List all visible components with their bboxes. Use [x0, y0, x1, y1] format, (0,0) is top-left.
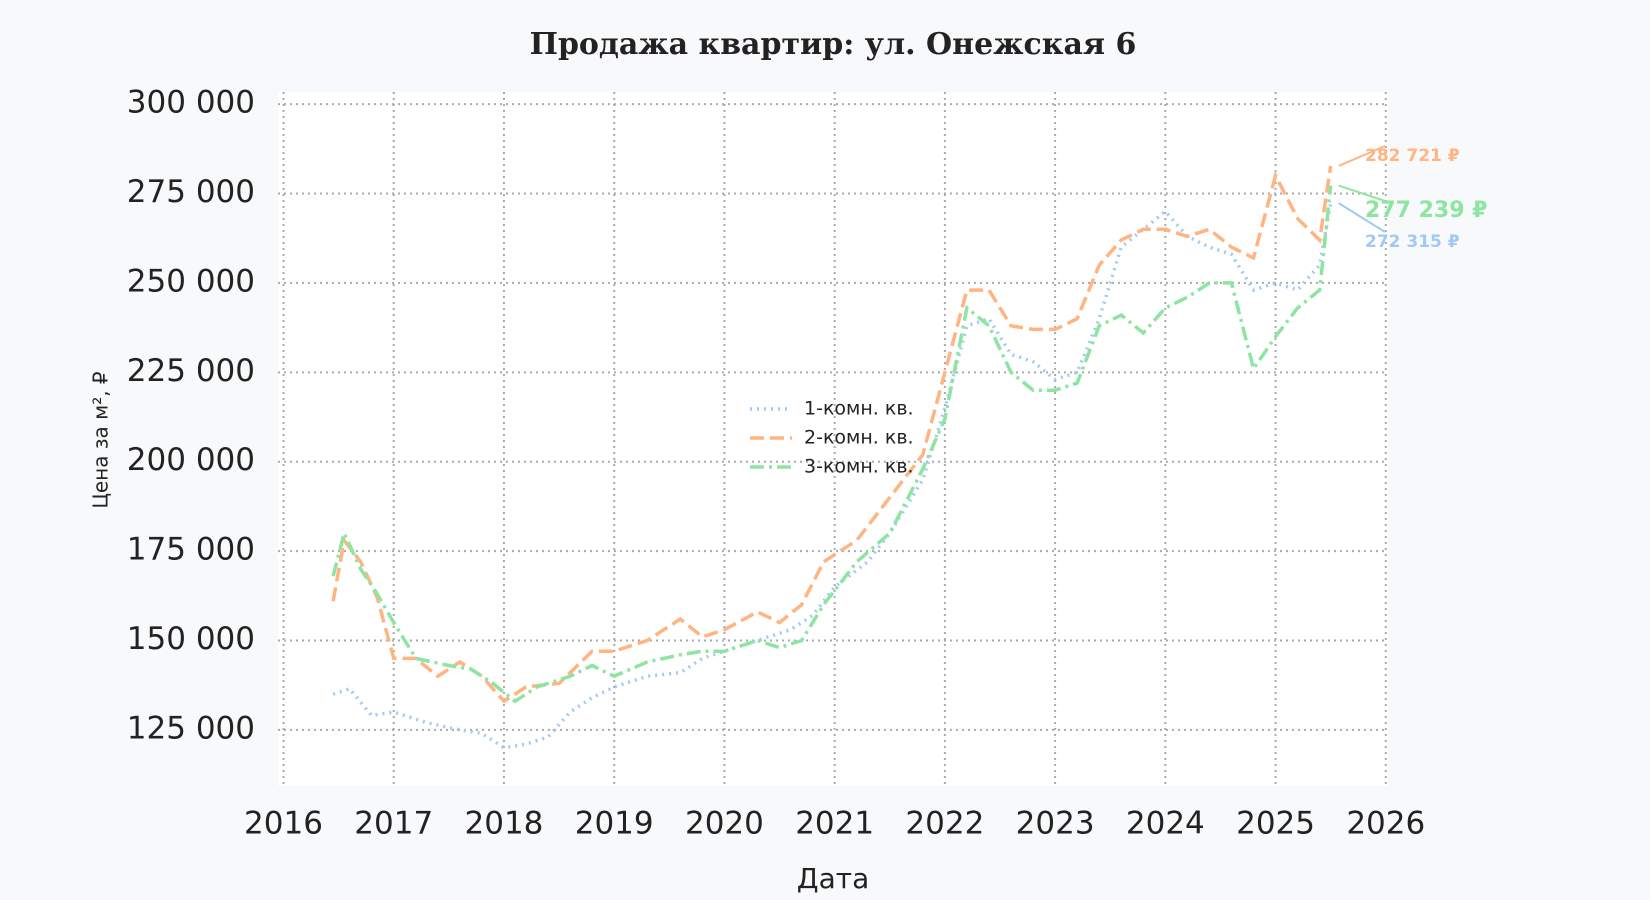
y-tick-label: 175 000: [127, 532, 255, 568]
chart-title: Продажа квартир: ул. Онежская 6: [530, 27, 1137, 62]
annotation-arrow: [1338, 184, 1386, 202]
y-tick-label: 125 000: [127, 710, 255, 746]
x-tick-label: 2020: [685, 806, 764, 842]
series-line: [331, 165, 1333, 704]
x-tick-label: 2023: [1016, 806, 1095, 842]
legend-label: 2-комн. кв.: [804, 427, 914, 449]
x-tick-label: 2025: [1236, 806, 1315, 842]
y-tick-label: 150 000: [127, 621, 255, 657]
series-line: [331, 185, 1333, 704]
y-axis-label: Цена за м², ₽: [89, 371, 113, 509]
x-tick-label: 2024: [1126, 806, 1205, 842]
annotation-arrow: [1338, 202, 1386, 233]
y-tick-label: 200 000: [127, 442, 255, 478]
y-tick-label: 225 000: [127, 353, 255, 389]
y-tick-label: 250 000: [127, 263, 255, 299]
end-label: 277 239 ₽: [1365, 198, 1487, 223]
legend-label: 1-комн. кв.: [804, 398, 914, 420]
x-tick-label: 2022: [905, 806, 984, 842]
end-label: 272 315 ₽: [1365, 232, 1460, 252]
plot-area: [278, 92, 1388, 786]
annotation-arrow: [1338, 145, 1386, 167]
x-tick-label: 2018: [465, 806, 544, 842]
y-tick-label: 300 000: [127, 85, 255, 121]
y-tick-label: 275 000: [127, 174, 255, 210]
x-axis-label: Дата: [797, 862, 870, 895]
x-tick-label: 2021: [795, 806, 874, 842]
x-tick-label: 2026: [1346, 806, 1425, 842]
legend-label: 3-комн. кв.: [804, 456, 914, 478]
x-tick-label: 2019: [575, 806, 654, 842]
end-label: 282 721 ₽: [1365, 146, 1460, 166]
x-tick-label: 2017: [354, 806, 433, 842]
x-tick-label: 2016: [244, 806, 323, 842]
